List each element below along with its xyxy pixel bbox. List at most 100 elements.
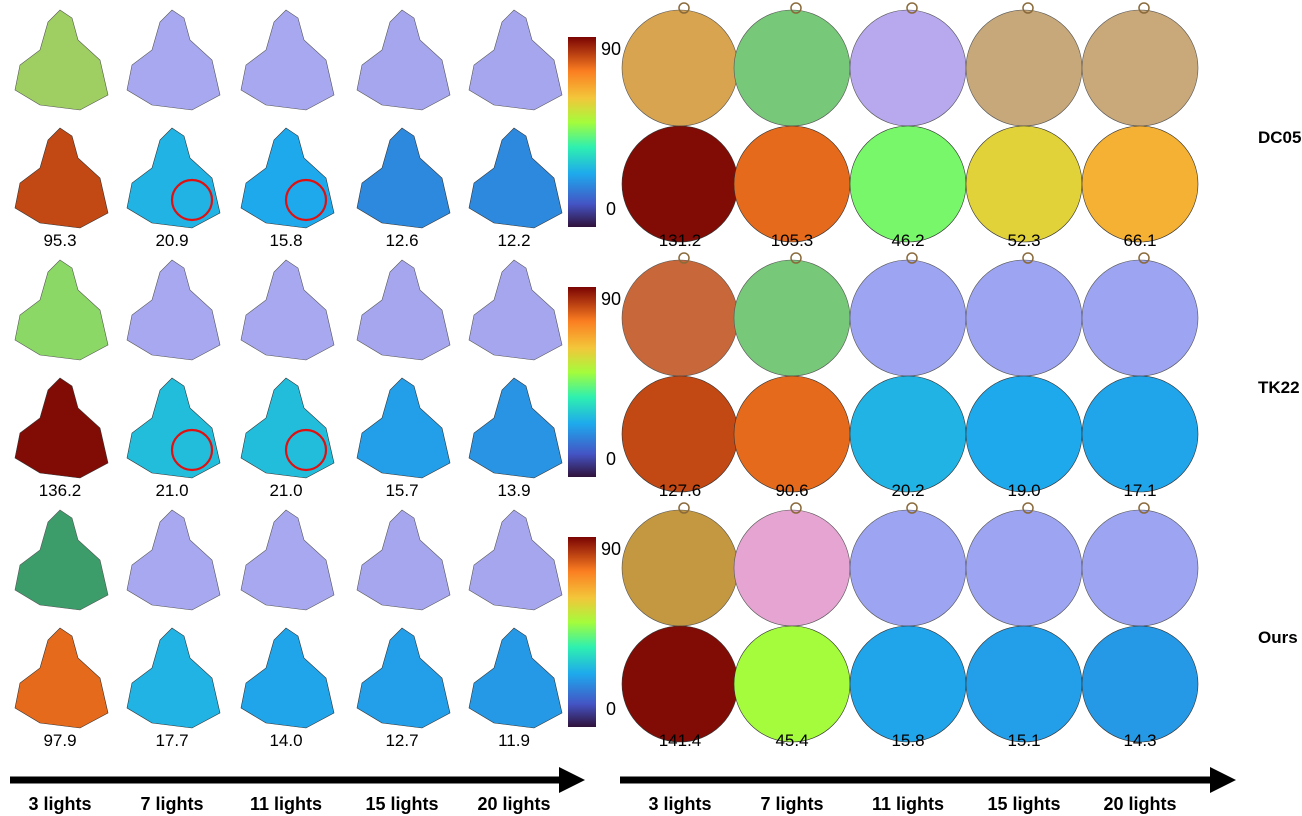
highlight-circle xyxy=(284,428,328,472)
light-count-label: 11 lights xyxy=(872,794,944,814)
method-row-ours: 97.9 17.7 14.0 12.7 11.9 90 0 141.4 45.4 15.8 15.1… xyxy=(14,502,1298,750)
buddha-normal-map xyxy=(240,259,335,361)
medallion-error-map xyxy=(849,625,967,743)
buddha-error-value: 21.0 xyxy=(269,481,302,500)
medallion-normal-map xyxy=(621,509,739,627)
medallion-normal-map xyxy=(733,9,851,127)
medallion-normal-map xyxy=(849,9,967,127)
buddha-normal-map xyxy=(126,509,221,611)
medallion-normal-map xyxy=(1081,259,1199,377)
medallion-loop xyxy=(906,252,918,264)
colorbar-max-label: 90 xyxy=(601,39,621,59)
medallion-normal-map xyxy=(965,9,1083,127)
light-count-label: 3 lights xyxy=(28,794,91,814)
medallion-error-value: 131.2 xyxy=(659,231,702,250)
buddha-error-value: 12.2 xyxy=(497,231,530,250)
medallion-normal-map xyxy=(1081,9,1199,127)
buddha-error-map xyxy=(356,627,451,729)
buddha-error-value: 20.9 xyxy=(155,231,188,250)
buddha-normal-map xyxy=(356,9,451,111)
buddha-error-value: 21.0 xyxy=(155,481,188,500)
buddha-error-map xyxy=(468,377,563,479)
medallion-loop xyxy=(790,2,802,14)
medallion-error-map xyxy=(621,375,739,493)
colorbar-max-label: 90 xyxy=(601,289,621,309)
medallion-error-value: 19.0 xyxy=(1007,481,1040,500)
medallion-loop xyxy=(1138,2,1150,14)
medallion-error-map xyxy=(621,125,739,243)
method-label: TK22 xyxy=(1258,378,1300,397)
medallion-error-value: 105.3 xyxy=(771,231,814,250)
medallion-normal-map xyxy=(849,259,967,377)
medallion-normal-map xyxy=(733,509,851,627)
buddha-error-value: 17.7 xyxy=(155,731,188,750)
medallion-error-map xyxy=(965,375,1083,493)
highlight-circle xyxy=(284,178,328,222)
colorbar-min-label: 0 xyxy=(606,199,616,219)
lights-arrow-right xyxy=(620,767,1236,793)
medallion-error-map xyxy=(849,375,967,493)
method-row-tk22: 136.2 21.0 21.0 15.7 13.9 90 0 127.6 90.6 20.2 19.… xyxy=(14,252,1300,500)
medallion-error-value: 46.2 xyxy=(891,231,924,250)
medallion-error-value: 127.6 xyxy=(659,481,702,500)
medallion-normal-map xyxy=(965,509,1083,627)
light-count-label: 11 lights xyxy=(250,794,322,814)
buddha-error-value: 13.9 xyxy=(497,481,530,500)
arrow-head xyxy=(559,767,585,793)
arrow-head xyxy=(1210,767,1236,793)
buddha-error-map xyxy=(468,627,563,729)
buddha-error-value: 12.6 xyxy=(385,231,418,250)
highlight-circle xyxy=(170,178,214,222)
buddha-error-map xyxy=(14,627,109,729)
buddha-error-map xyxy=(468,127,563,229)
light-count-label: 15 lights xyxy=(365,794,438,814)
colorbar-min-label: 0 xyxy=(606,699,616,719)
medallion-error-map xyxy=(965,125,1083,243)
error-colorbar xyxy=(568,287,596,477)
medallion-loop xyxy=(678,252,690,264)
buddha-normal-map xyxy=(356,259,451,361)
error-colorbar xyxy=(568,37,596,227)
medallion-loop xyxy=(678,2,690,14)
medallion-error-value: 15.1 xyxy=(1007,731,1040,750)
medallion-normal-map xyxy=(965,259,1083,377)
medallion-loop xyxy=(1138,502,1150,514)
buddha-normal-map xyxy=(14,9,109,111)
medallion-error-value: 17.1 xyxy=(1123,481,1156,500)
colorbar-min-label: 0 xyxy=(606,449,616,469)
buddha-error-value: 15.8 xyxy=(269,231,302,250)
buddha-error-value: 15.7 xyxy=(385,481,418,500)
buddha-normal-map xyxy=(468,9,563,111)
method-label: DC05 xyxy=(1258,128,1301,147)
colorbar-max-label: 90 xyxy=(601,539,621,559)
light-count-label: 7 lights xyxy=(760,794,823,814)
buddha-error-map xyxy=(126,377,221,479)
medallion-loop xyxy=(906,502,918,514)
medallion-error-map xyxy=(965,625,1083,743)
medallion-loop xyxy=(678,502,690,514)
medallion-error-map xyxy=(849,125,967,243)
buddha-error-map xyxy=(14,127,109,229)
light-count-label: 20 lights xyxy=(477,794,550,814)
buddha-normal-map xyxy=(14,509,109,611)
buddha-normal-map xyxy=(468,509,563,611)
medallion-loop xyxy=(1138,252,1150,264)
medallion-normal-map xyxy=(849,509,967,627)
buddha-normal-map xyxy=(126,9,221,111)
medallion-error-map xyxy=(733,375,851,493)
buddha-normal-map xyxy=(356,509,451,611)
medallion-error-value: 14.3 xyxy=(1123,731,1156,750)
buddha-normal-map xyxy=(240,509,335,611)
medallion-error-value: 20.2 xyxy=(891,481,924,500)
medallion-normal-map xyxy=(733,259,851,377)
buddha-error-value: 12.7 xyxy=(385,731,418,750)
light-count-label: 20 lights xyxy=(1103,794,1176,814)
medallion-error-map xyxy=(1081,375,1199,493)
lights-arrow-left xyxy=(10,767,585,793)
buddha-error-value: 14.0 xyxy=(269,731,302,750)
medallion-normal-map xyxy=(1081,509,1199,627)
buddha-normal-map xyxy=(14,259,109,361)
medallion-error-value: 141.4 xyxy=(659,731,702,750)
medallion-error-value: 45.4 xyxy=(775,731,808,750)
medallion-error-value: 52.3 xyxy=(1007,231,1040,250)
